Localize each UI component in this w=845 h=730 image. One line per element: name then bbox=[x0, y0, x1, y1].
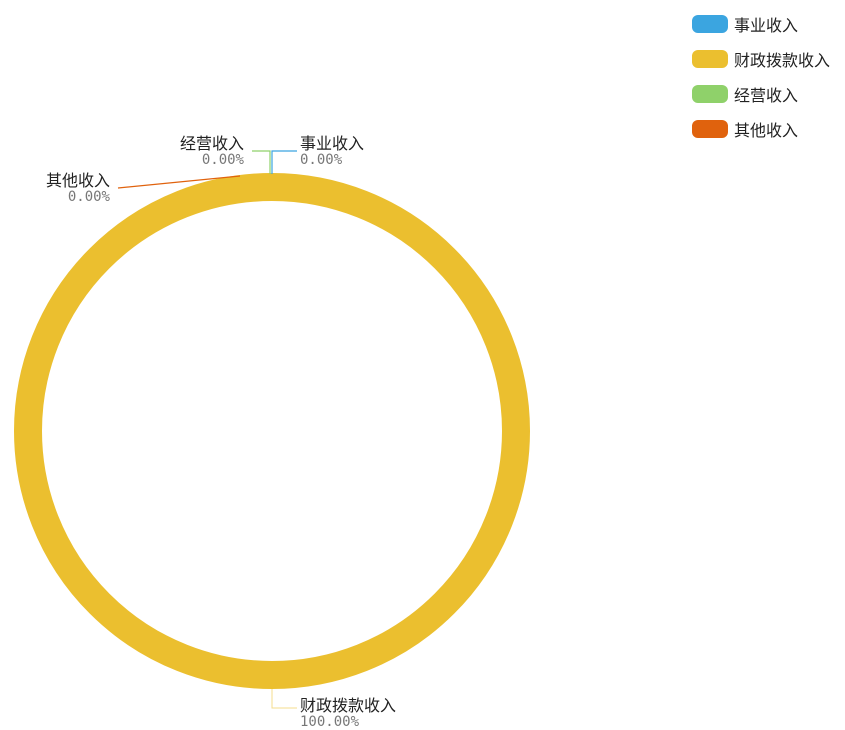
leader-line-shiye bbox=[271, 150, 297, 174]
slice-percent-qita: 0.00% bbox=[68, 189, 111, 205]
leader-line-qita bbox=[117, 175, 241, 189]
slice-percent-jingying: 0.00% bbox=[202, 152, 245, 168]
legend-label-jingying: 经营收入 bbox=[734, 85, 799, 105]
leader-line-jingying bbox=[252, 150, 271, 174]
slice-label-caizheng: 财政拨款收入 bbox=[300, 696, 396, 715]
legend-item-jingying[interactable]: 经营收入 bbox=[692, 76, 830, 111]
legend-label-caizheng: 财政拨款收入 bbox=[734, 50, 831, 70]
slice-percent-caizheng: 100.00% bbox=[300, 714, 360, 730]
slice-label-jingying: 经营收入 bbox=[180, 134, 244, 153]
legend-label-shiye: 事业收入 bbox=[734, 15, 799, 35]
slice-label-qita: 其他收入 bbox=[46, 171, 110, 190]
legend-swatch-caizheng bbox=[692, 49, 728, 68]
legend-item-qita[interactable]: 其他收入 bbox=[692, 111, 830, 146]
leader-line-caizheng bbox=[271, 688, 297, 709]
legend-item-shiye[interactable]: 事业收入 bbox=[692, 6, 830, 41]
slice-caizheng[interactable] bbox=[14, 173, 530, 689]
chart-slices bbox=[14, 173, 530, 689]
label-leaders bbox=[117, 150, 297, 709]
legend-swatch-jingying bbox=[692, 84, 728, 103]
legend-item-caizheng[interactable]: 财政拨款收入 bbox=[692, 41, 830, 76]
slice-label-shiye: 事业收入 bbox=[300, 134, 364, 153]
legend-label-qita: 其他收入 bbox=[734, 120, 799, 140]
slice-percent-shiye: 0.00% bbox=[300, 152, 343, 168]
legend: 事业收入 财政拨款收入 经营收入 其他收入 bbox=[692, 6, 830, 146]
legend-swatch-qita bbox=[692, 119, 728, 138]
legend-swatch-shiye bbox=[692, 14, 728, 33]
